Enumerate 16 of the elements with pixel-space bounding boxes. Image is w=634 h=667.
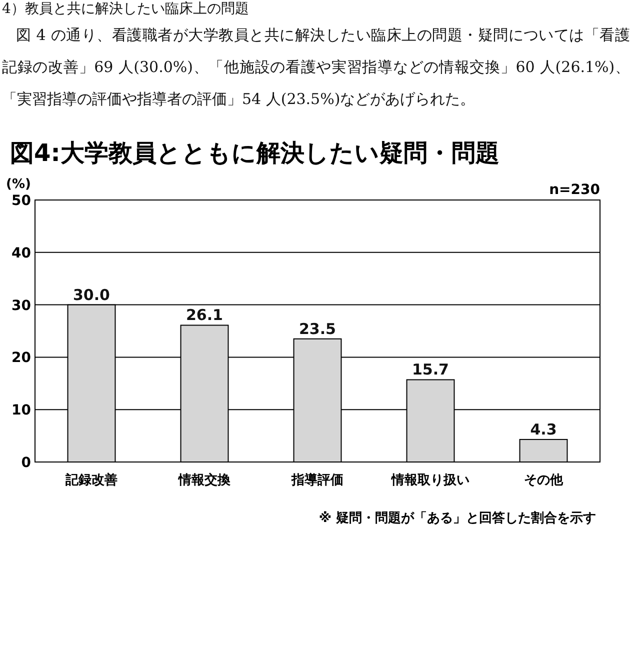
note: ※ 疑問・問題が「ある」と回答した割合を示す bbox=[318, 511, 596, 526]
title: 図4:大学教員とともに解決したい疑問・問題 bbox=[10, 139, 500, 167]
x-tick-label: 指導評価 bbox=[290, 472, 344, 488]
x-tick-label: 情報交換 bbox=[178, 472, 232, 488]
y-tick-label: 30 bbox=[12, 298, 32, 314]
paragraph: 図 4 の通り、看護職者が大学教員と共に解決したい臨床上の問題・疑問については「看護記録の改善」69 人(30.0%)、「他施設の看護や実習指導などの情報交換」60 人(26.1%)、「実習指導の評価や指導者の評価」54 人(23.5%)などがあげられた。 bbox=[2, 25, 630, 110]
y-tick-label: 0 bbox=[21, 455, 32, 471]
y-tick-label: 20 bbox=[12, 350, 32, 366]
y-tick-label: 10 bbox=[12, 402, 32, 419]
heading: 4）教員と共に解決したい臨床上の問題 bbox=[2, 1, 249, 17]
annotation: n=230 bbox=[549, 182, 600, 198]
x-tick-label: 記録改善 bbox=[64, 472, 118, 488]
y-tick-label: 50 bbox=[12, 193, 32, 209]
x-tick-label: 情報取り扱い bbox=[390, 473, 470, 488]
y-tick-label: 40 bbox=[12, 245, 32, 262]
x-tick-label: その他 bbox=[524, 473, 564, 488]
